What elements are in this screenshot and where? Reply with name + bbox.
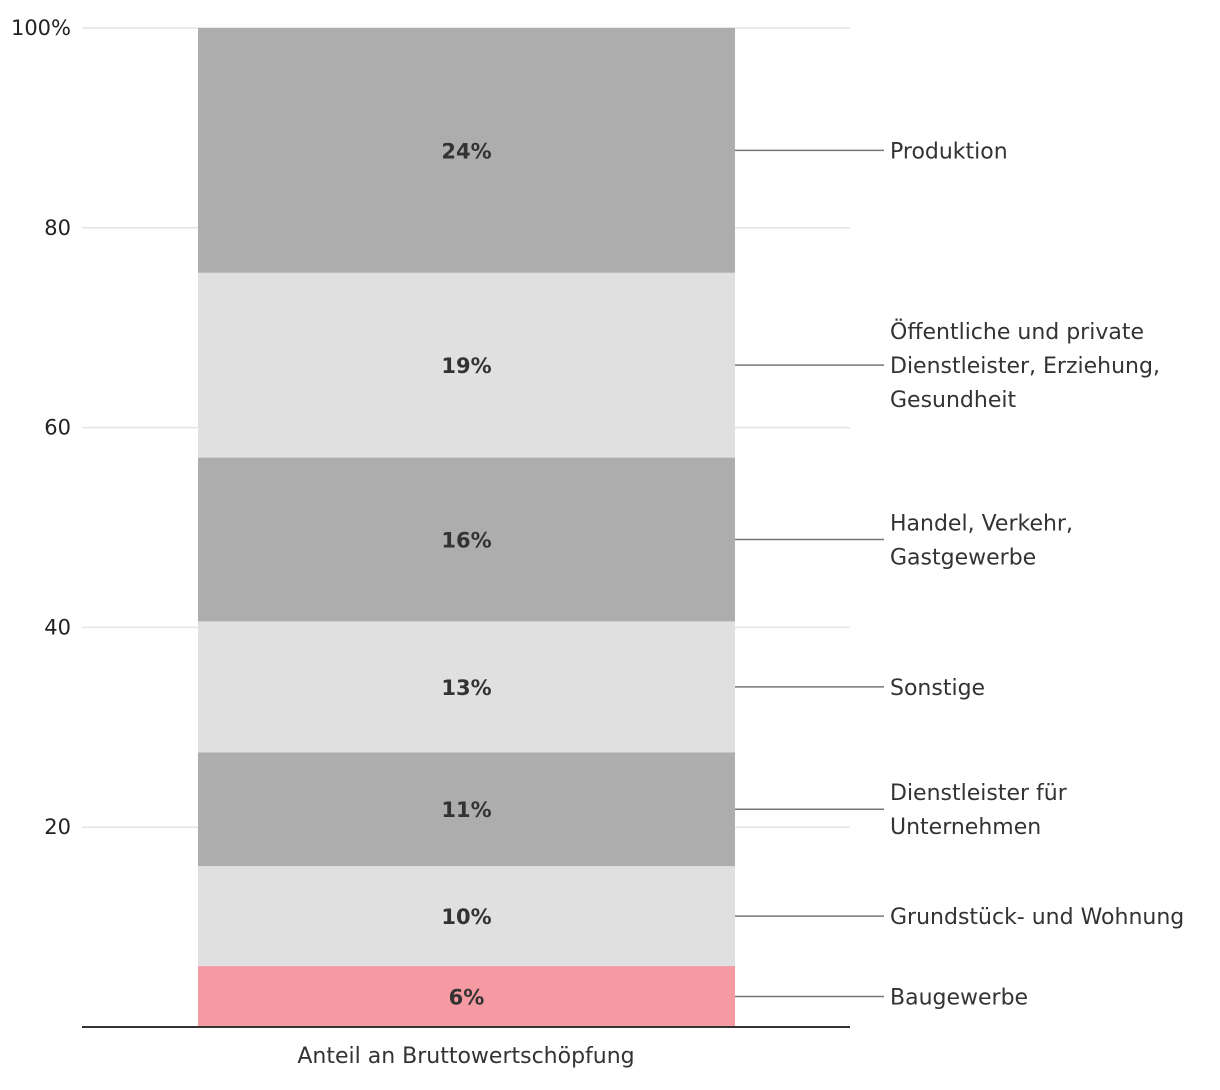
y-tick-label-20: 20 (44, 815, 71, 839)
bar-segments: 6% 10% 11% 13% 16% 19% 24% (198, 28, 735, 1027)
y-tick-label-60: 60 (44, 416, 71, 440)
data-label-segment-6: 19% (441, 354, 491, 378)
category-label-segment-2: Grundstück- und Wohnung (890, 905, 1184, 930)
bar-segment-3 (198, 752, 735, 867)
leader-lines (735, 149, 884, 998)
data-label-segment-2: 10% (441, 905, 491, 929)
category-label-segment-6: Öffentliche und private Dienstleister, Er… (890, 319, 1160, 413)
bar-segment-2 (198, 866, 735, 967)
category-label-segment-5: Handel, Verkehr, Gastgewerbe (890, 511, 1073, 570)
data-label-segment-5: 16% (441, 528, 491, 552)
bar-segment-7 (198, 28, 735, 273)
bar-segment-5 (198, 457, 735, 622)
category-labels: Baugewerbe Grundstück- und Wohnung Dienstl… (890, 139, 1184, 1010)
data-label-segment-4: 13% (441, 676, 491, 700)
x-axis-label: Anteil an Bruttowertschöpfung (297, 1044, 634, 1069)
y-axis-ticks: 20 40 60 80 100% (11, 16, 71, 839)
data-label-segment-1: 6% (449, 986, 485, 1010)
y-tick-label-80: 80 (44, 216, 71, 240)
category-label-segment-3: Dienstleister für Unternehmen (890, 781, 1068, 840)
y-tick-label-100: 100% (11, 16, 71, 40)
y-tick-label-40: 40 (44, 615, 71, 639)
category-label-segment-4: Sonstige (890, 676, 985, 701)
category-label-segment-1: Baugewerbe (890, 986, 1028, 1011)
data-label-segment-7: 24% (441, 139, 491, 163)
category-label-segment-7: Produktion (890, 139, 1008, 164)
bar-segment-1 (198, 966, 735, 1027)
bar-segment-6 (198, 272, 735, 458)
bar-segment-4 (198, 621, 735, 753)
data-label-segment-3: 11% (441, 798, 491, 822)
